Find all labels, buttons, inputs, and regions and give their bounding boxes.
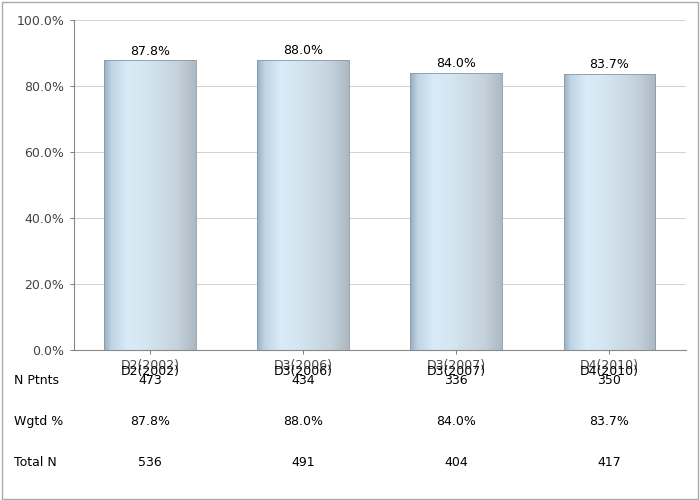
Text: D3(2006): D3(2006): [274, 365, 332, 378]
Text: 83.7%: 83.7%: [589, 415, 629, 428]
Text: 84.0%: 84.0%: [436, 58, 476, 70]
Text: 434: 434: [291, 374, 315, 386]
Text: 83.7%: 83.7%: [589, 58, 629, 71]
Text: 87.8%: 87.8%: [130, 45, 170, 58]
Text: D3(2007): D3(2007): [427, 365, 486, 378]
Text: D4(2010): D4(2010): [580, 365, 639, 378]
Text: 417: 417: [598, 456, 622, 469]
Text: Total N: Total N: [14, 456, 57, 469]
Bar: [104, 60, 196, 350]
Text: 404: 404: [444, 456, 468, 469]
Text: D2(2002): D2(2002): [120, 365, 180, 378]
Text: 84.0%: 84.0%: [436, 415, 476, 428]
Text: 473: 473: [138, 374, 162, 386]
Text: N Ptnts: N Ptnts: [14, 374, 59, 386]
Bar: [258, 60, 349, 350]
Text: 88.0%: 88.0%: [284, 44, 323, 58]
Text: 87.8%: 87.8%: [130, 415, 170, 428]
Text: 88.0%: 88.0%: [284, 415, 323, 428]
Text: Wgtd %: Wgtd %: [14, 415, 63, 428]
Bar: [410, 73, 503, 350]
Text: 491: 491: [291, 456, 315, 469]
Text: 350: 350: [598, 374, 622, 386]
Text: 336: 336: [444, 374, 468, 386]
Text: 536: 536: [138, 456, 162, 469]
Bar: [564, 74, 655, 350]
